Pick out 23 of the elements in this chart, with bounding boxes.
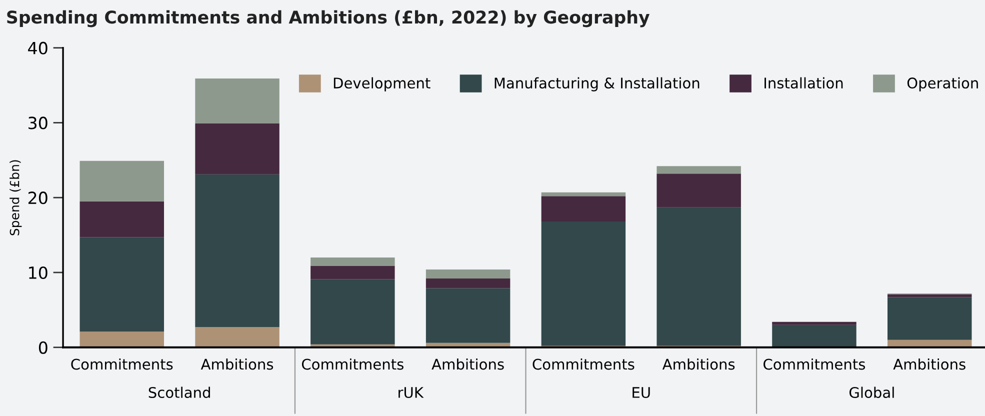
y-tick-label: 20 xyxy=(28,192,48,204)
text: rUK xyxy=(398,387,424,398)
y-tick-label: 30 xyxy=(28,116,48,130)
x-tick-label: Ambitions xyxy=(662,358,735,370)
x-tick-label: Ambitions xyxy=(200,358,274,370)
y-tick-label: 40 xyxy=(28,42,48,54)
text: Global xyxy=(849,386,894,398)
y-axis-title: Spend (£bn) xyxy=(10,160,22,236)
text: Scotland xyxy=(148,386,210,398)
chart-title: Spending Commitments and Ambitions (£bn, 2022) by Geography xyxy=(7,10,650,28)
y-tick-label: 0 xyxy=(38,341,48,354)
x-tick-label: Commitments xyxy=(532,358,634,370)
x-tick-label: Commitments xyxy=(764,358,866,370)
x-tick-label: Commitments xyxy=(71,358,173,370)
legend-label: Manufacturing & Installation xyxy=(494,77,700,92)
legend-label: Development xyxy=(334,77,430,92)
x-tick-label: Ambitions xyxy=(432,358,504,370)
y-tick-label: 10 xyxy=(29,266,48,280)
text: EU xyxy=(632,387,650,398)
legend-label: Installation xyxy=(764,77,843,89)
x-tick-label: Ambitions xyxy=(893,358,966,370)
legend-label: Operation xyxy=(907,77,978,92)
x-tick-label: Commitments xyxy=(302,358,404,370)
